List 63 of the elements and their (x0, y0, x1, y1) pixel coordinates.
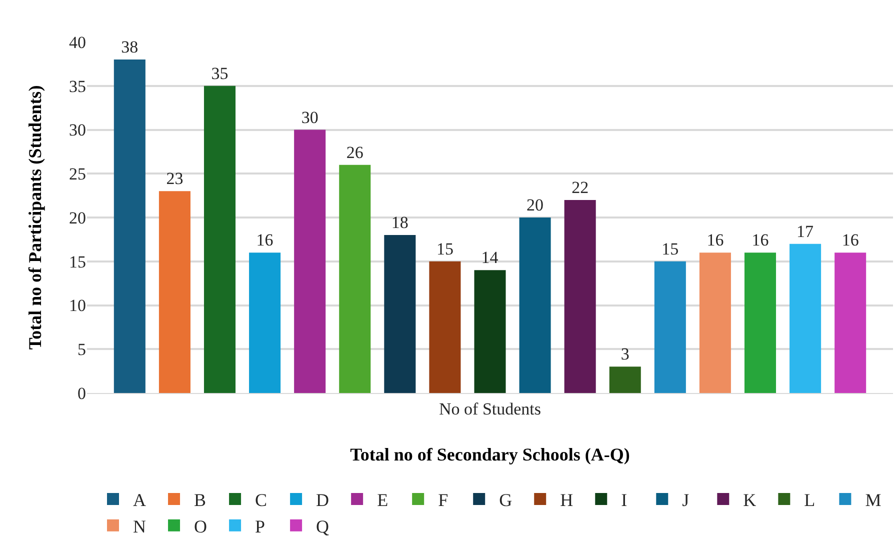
bar (294, 130, 326, 393)
data-label: 35 (211, 64, 228, 83)
data-label: 38 (121, 38, 138, 57)
legend-label: E (377, 490, 388, 510)
x-axis-title: Total no of Secondary Schools (A-Q) (350, 444, 630, 464)
data-label: 15 (436, 239, 454, 258)
bar (384, 235, 416, 393)
y-tick-label: 20 (69, 208, 86, 228)
legend-label: P (255, 516, 266, 536)
legend-label: A (133, 490, 146, 510)
legend-label: O (194, 516, 208, 536)
data-label: 22 (572, 178, 589, 197)
bar (834, 252, 866, 393)
data-label: 20 (526, 196, 544, 214)
legend-label: J (682, 490, 690, 510)
data-label: 3 (620, 344, 630, 364)
bar (744, 252, 776, 393)
data-label: 16 (752, 230, 769, 250)
legend-label: I (621, 490, 628, 510)
data-label: 26 (346, 142, 364, 162)
legend-label: C (255, 490, 268, 510)
data-label: 16 (706, 230, 724, 250)
bar (519, 218, 551, 393)
legend-label: H (560, 490, 574, 510)
bar (114, 60, 146, 393)
data-label: 17 (796, 222, 814, 241)
legend-label: G (499, 490, 512, 510)
data-label: 23 (166, 169, 184, 188)
bar (339, 164, 371, 393)
data-label: 15 (662, 239, 679, 258)
bar (158, 191, 190, 393)
bar (474, 270, 506, 393)
legend-label: B (194, 490, 206, 510)
x-tick-label: No of Students (439, 399, 541, 418)
y-tick-label: 25 (69, 164, 86, 184)
y-axis-title: Total no of Participants (Students) (25, 85, 45, 350)
bar (564, 200, 596, 393)
y-tick-label: 15 (69, 252, 86, 272)
data-label: 16 (256, 230, 274, 250)
data-label: 16 (842, 230, 859, 250)
bar (609, 366, 641, 393)
legend-label: N (133, 516, 146, 536)
legend-label: L (804, 490, 816, 510)
bar (699, 252, 731, 393)
y-tick-label: 0 (78, 384, 86, 403)
bar (790, 244, 822, 393)
y-tick-label: 10 (69, 296, 86, 316)
data-label: 18 (391, 213, 408, 232)
legend-label: K (743, 490, 756, 510)
y-tick-label: 40 (69, 32, 86, 52)
y-tick-label: 5 (78, 340, 86, 360)
legend-label: F (438, 490, 448, 510)
legend-label: D (316, 490, 330, 510)
data-label: 30 (301, 108, 318, 127)
legend-label: Q (316, 516, 330, 536)
legend-label: M (865, 490, 882, 510)
bar (429, 261, 461, 393)
bar (249, 252, 281, 393)
y-tick-label: 30 (69, 120, 86, 140)
bar (654, 261, 686, 393)
bar (204, 86, 236, 393)
data-label: 14 (481, 248, 499, 268)
y-tick-label: 35 (69, 76, 86, 96)
